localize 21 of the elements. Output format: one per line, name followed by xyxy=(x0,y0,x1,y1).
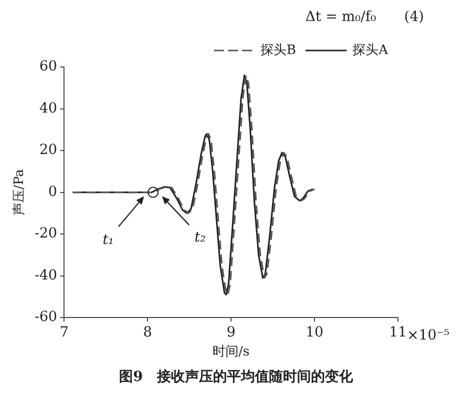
text: Δt = m₀/f₀ (4) xyxy=(304,8,425,26)
y-tick-label: -40 xyxy=(34,267,58,284)
text: ×10⁻⁵ xyxy=(407,328,450,344)
y-axis-title: 声压/Pa xyxy=(12,168,28,216)
legend-label: 探头A xyxy=(352,42,389,58)
y-tick-label: 0 xyxy=(48,184,58,200)
y-tick-label: 40 xyxy=(39,100,58,116)
y-tick-label: 60 xyxy=(39,58,58,75)
x-tick-label: 8 xyxy=(143,324,152,341)
text: 图9 接收声压的平均值随时间的变化 xyxy=(118,368,354,386)
x-tick-label: 10 xyxy=(306,324,324,341)
x-tick-label: 9 xyxy=(226,324,236,341)
annotation: t₁ xyxy=(102,232,114,248)
legend-label: 探头B xyxy=(260,42,296,58)
x-tick-label: 11 xyxy=(389,324,407,341)
x-tick-label: 7 xyxy=(60,324,69,341)
y-tick-label: 20 xyxy=(39,142,58,158)
annotation: t₂ xyxy=(194,230,206,246)
y-tick-label: -20 xyxy=(34,226,58,242)
x-axis-title: 时间/s xyxy=(212,344,250,360)
y-tick-label: -60 xyxy=(34,309,58,326)
